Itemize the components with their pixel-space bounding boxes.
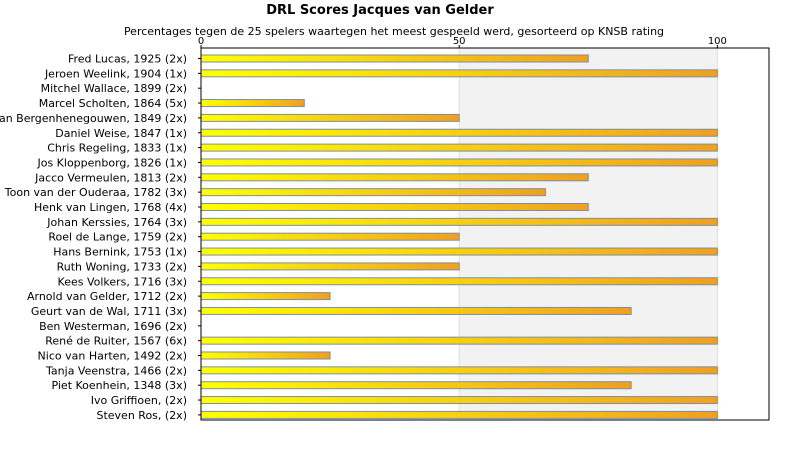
- category-label: Jeroen Weelink, 1904 (1x): [44, 67, 187, 80]
- bar: [200, 262, 460, 271]
- category-label: van Bergenhenegouwen, 1849 (2x): [0, 112, 187, 125]
- x-tick-label: 50: [453, 36, 466, 47]
- shaded-band: [459, 48, 718, 420]
- category-label: Roel de Lange, 1759 (2x): [48, 231, 187, 244]
- bar: [200, 351, 331, 360]
- category-label: Fred Lucas, 1925 (2x): [68, 53, 187, 66]
- category-label: Ruth Woning, 1733 (2x): [57, 260, 187, 273]
- bar: [200, 232, 460, 241]
- category-label: Arnold van Gelder, 1712 (2x): [27, 290, 187, 303]
- bar: [200, 203, 589, 211]
- category-label: Kees Volkers, 1716 (3x): [58, 275, 187, 288]
- category-label: Nico van Harten, 1492 (2x): [38, 350, 187, 363]
- category-label: Tanja Veenstra, 1466 (2x): [45, 364, 187, 377]
- category-label: Piet Koenhein, 1348 (3x): [51, 379, 187, 392]
- bar: [200, 410, 718, 419]
- bar: [200, 277, 718, 286]
- bar: [200, 336, 718, 345]
- category-label: Mitchel Wallace, 1899 (2x): [41, 82, 187, 95]
- bar: [200, 366, 718, 375]
- category-label: Chris Regeling, 1833 (1x): [47, 142, 187, 155]
- bar: [200, 99, 305, 108]
- bar: [200, 54, 589, 63]
- bar: [200, 292, 331, 301]
- category-label: Johan Kerssies, 1764 (3x): [46, 216, 187, 229]
- bar: [200, 306, 632, 315]
- category-label: Hans Bernink, 1753 (1x): [53, 246, 187, 259]
- bar: [200, 217, 718, 226]
- category-label: Ivo Griffioen, (2x): [91, 394, 187, 407]
- bar: [200, 69, 718, 78]
- bar: [200, 113, 460, 122]
- bar: [200, 247, 718, 256]
- category-label: Jacco Vermeulen, 1813 (2x): [34, 171, 187, 184]
- bar: [200, 143, 718, 152]
- plot-frame: [200, 47, 770, 421]
- category-label: Marcel Scholten, 1864 (5x): [39, 97, 187, 110]
- bar: [200, 158, 718, 167]
- category-label: Daniel Weise, 1847 (1x): [55, 127, 187, 140]
- bar: [200, 128, 718, 137]
- bar: [200, 173, 589, 182]
- category-label: Henk van Lingen, 1768 (4x): [34, 201, 187, 214]
- category-label: Steven Ros, (2x): [96, 409, 187, 422]
- x-tick-label: 100: [708, 36, 727, 47]
- bar: [200, 396, 718, 405]
- bar: [200, 188, 546, 197]
- bar: [200, 381, 632, 390]
- chart-subtitle: Percentages tegen de 25 spelers waartege…: [123, 25, 665, 38]
- x-tick-label: 0: [198, 36, 204, 47]
- category-label: Geurt van de Wal, 1711 (3x): [31, 305, 187, 318]
- category-label: René de Ruiter, 1567 (6x): [45, 335, 187, 348]
- chart-title: DRL Scores Jacques van Gelder: [266, 3, 494, 18]
- category-label: Jos Kloppenborg, 1826 (1x): [36, 156, 187, 169]
- category-label: Ben Westerman, 1696 (2x): [39, 320, 187, 333]
- category-label: Toon van der Ouderaa, 1782 (3x): [4, 186, 187, 199]
